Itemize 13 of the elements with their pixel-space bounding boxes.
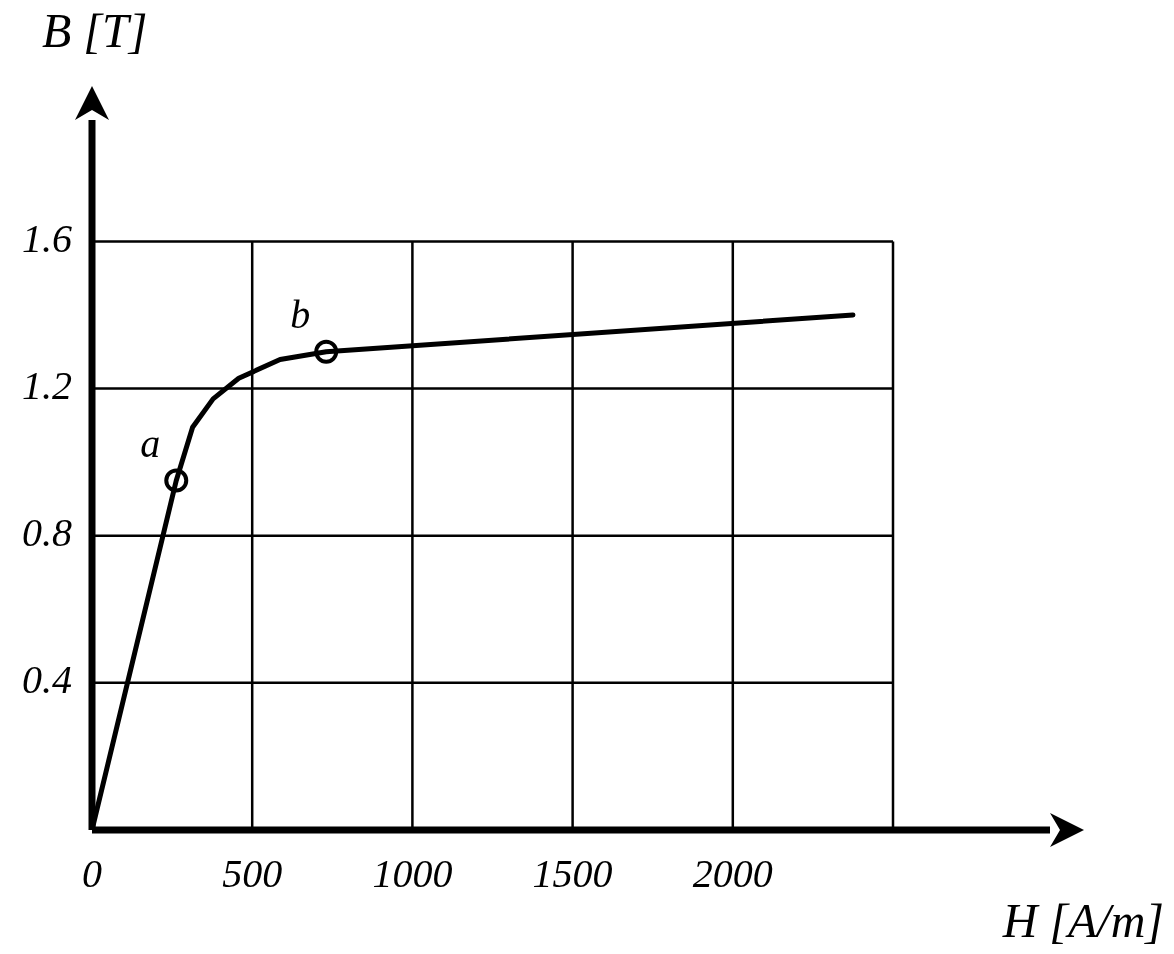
y-axis-title: B [T] [42, 3, 148, 57]
annotation: a [140, 421, 161, 467]
y-tick-label: 1.2 [22, 363, 72, 409]
x-tick-label: 500 [222, 850, 283, 896]
x-tick-label: 0 [82, 850, 102, 896]
y-tick-label: 0.8 [22, 510, 72, 556]
x-axis-title: H [A/m] [1001, 893, 1164, 947]
annotation: b [290, 292, 311, 338]
y-tick-label: 0.4 [22, 657, 72, 703]
x-tick-label: 2000 [692, 850, 773, 896]
x-tick-label: 1000 [372, 850, 453, 896]
x-tick-label: 1500 [532, 850, 613, 896]
y-tick-label: 1.6 [22, 215, 72, 261]
